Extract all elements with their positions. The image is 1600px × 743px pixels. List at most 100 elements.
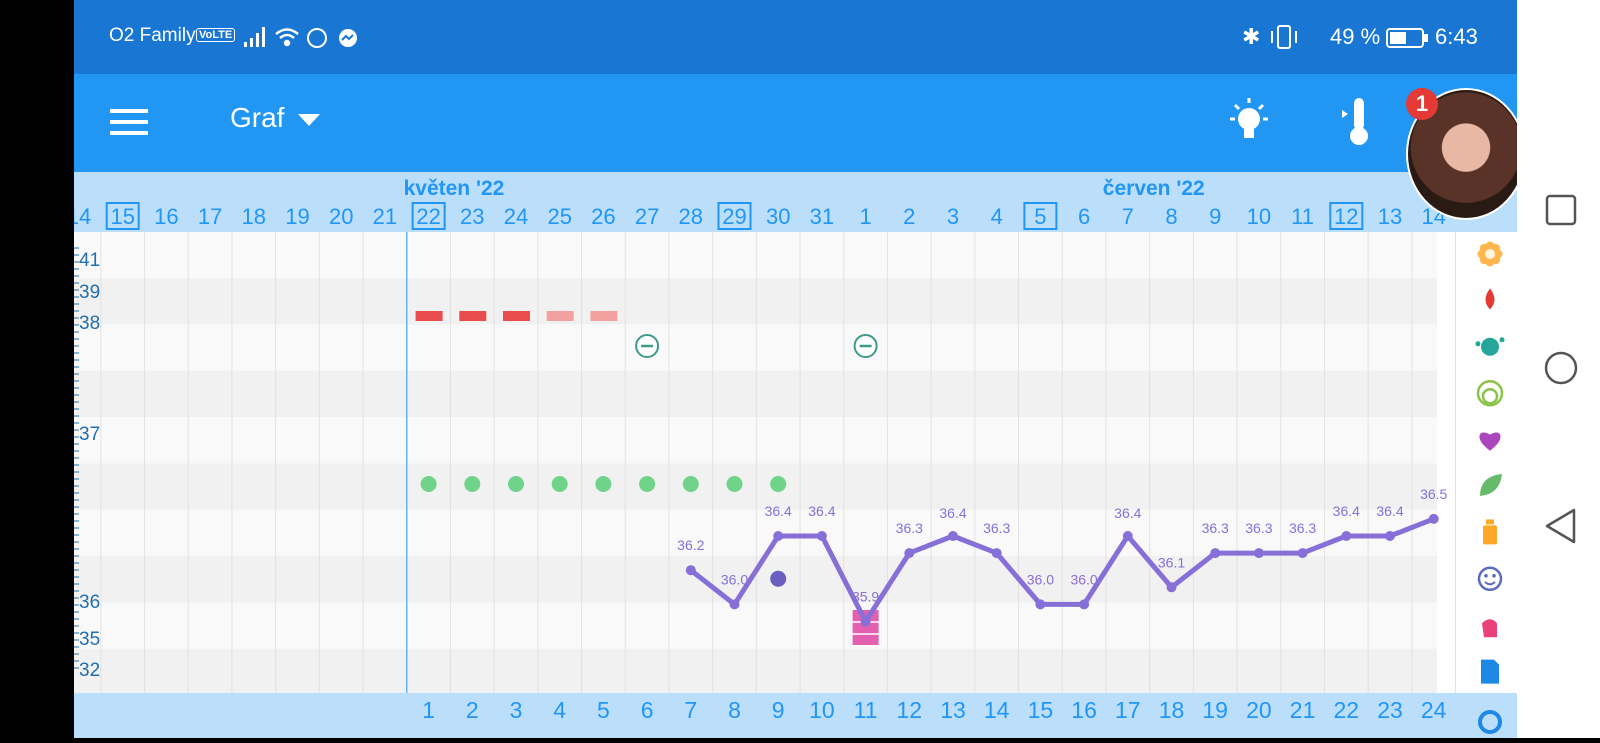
leaf-icon: [1480, 474, 1502, 496]
bluetooth-icon: ✱: [1242, 25, 1260, 50]
cycle-day-label: 21: [1290, 697, 1316, 723]
cycle-day-label: 1: [422, 697, 435, 723]
cycle-day-label: 22: [1334, 697, 1360, 723]
battery-percent: 49 %: [1330, 24, 1381, 49]
row-band: [74, 324, 1437, 371]
circle-arrows-icon: [1478, 710, 1502, 734]
recents-button[interactable]: [1545, 194, 1577, 226]
temperature-label: 36.3: [896, 520, 923, 536]
date-label: 8: [1165, 204, 1177, 229]
cycle-day-label: 20: [1246, 697, 1272, 723]
date-label: 28: [679, 204, 703, 229]
temperature-point: [1428, 513, 1439, 524]
cycle-day-label: 13: [940, 697, 966, 723]
row-band: [74, 463, 1437, 510]
cycle-day-label: 15: [1028, 697, 1054, 723]
signal-icon: [244, 27, 265, 47]
dropdown-arrow-icon[interactable]: [298, 114, 320, 128]
date-label: 29: [722, 204, 746, 229]
legend-column: [1475, 241, 1505, 734]
date-label: 14: [74, 204, 91, 229]
date-label: 20: [329, 204, 353, 229]
green-dot: [508, 476, 524, 492]
cycle-day-label: 2: [466, 697, 479, 723]
row-band: [74, 232, 1437, 279]
cycle-day-label: 18: [1159, 697, 1185, 723]
cycle-day-footer: 1 2 3 4 5 6 7 8 9 10 11 12 13 14 15 16 17 18 19 20 21 22 23 24: [422, 697, 1446, 723]
green-dot: [464, 476, 481, 492]
y-tick-label: 41: [79, 250, 100, 271]
phone-screen: O2 Family VoLTE ✱: [74, 0, 1517, 738]
date-label: 22: [416, 204, 440, 229]
row-band: [74, 602, 1437, 649]
cycle-day-label: 17: [1115, 697, 1141, 723]
android-nav-bar: [1517, 0, 1600, 738]
temperature-point: [729, 599, 740, 610]
temperature-point: [816, 531, 827, 541]
temperature-point: [1385, 531, 1395, 541]
green-dot: [595, 476, 612, 492]
date-label: 1: [859, 204, 871, 229]
period-mark: [503, 311, 530, 321]
temperature-label: 36.1: [1158, 554, 1185, 570]
temperature-label: 36.4: [765, 503, 792, 519]
date-label: 2: [903, 204, 915, 229]
date-label: 26: [591, 204, 615, 229]
temperature-label: 36.3: [1202, 520, 1229, 536]
row-band: [74, 509, 1437, 557]
heart-icon: [1479, 432, 1501, 451]
temperature-point: [773, 531, 784, 541]
y-tick-label: 35: [79, 629, 100, 650]
y-tick-label: 36: [79, 592, 100, 613]
home-button[interactable]: [1544, 351, 1578, 385]
temperature-label: 36.0: [1027, 571, 1054, 587]
cycle-day-label: 12: [897, 697, 923, 723]
temperature-point: [1035, 599, 1046, 610]
temperature-label: 36.4: [808, 503, 835, 519]
cycle-day-label: 11: [854, 697, 878, 723]
view-selector[interactable]: Graf: [230, 102, 285, 133]
cycle-day-label: 19: [1202, 697, 1228, 723]
temperature-label: 36.3: [1245, 520, 1272, 536]
wifi-icon: [275, 28, 299, 47]
y-axis: 41 39 38 37 36 35 32: [74, 247, 100, 681]
date-label: 10: [1247, 204, 1271, 229]
month-label: květen '22: [404, 177, 505, 200]
status-bar: O2 Family VoLTE ✱: [74, 0, 1517, 74]
date-label: 13: [1378, 204, 1402, 229]
thermometer-icon[interactable]: [1340, 96, 1380, 148]
cycle-day-label: 9: [772, 697, 785, 723]
volte-badge: VoLTE: [196, 28, 236, 42]
date-label: 23: [460, 204, 484, 229]
temperature-label: 35.9: [852, 589, 879, 605]
cycle-day-label: 3: [510, 697, 523, 723]
menu-icon[interactable]: [110, 107, 148, 137]
chart-marks: [415, 311, 879, 645]
grid-lines: [100, 172, 1457, 738]
row-band: [74, 417, 1437, 464]
vibrate-icon: [1271, 25, 1297, 49]
temperature-line: [689, 516, 1435, 624]
back-button[interactable]: [1545, 508, 1576, 544]
cycle-day-label: 6: [641, 697, 654, 723]
temperature-label: 36.2: [677, 537, 704, 553]
date-label: 4: [991, 204, 1003, 229]
y-tick-label: 38: [79, 313, 100, 334]
row-band: [74, 556, 1437, 603]
cycle-day-label: 10: [809, 697, 835, 723]
extra-temperature-point: [770, 570, 787, 587]
y-tick-label: 39: [79, 282, 100, 303]
date-label: 17: [198, 204, 222, 229]
hand-icon: [1482, 619, 1497, 638]
y-tick-label: 37: [79, 424, 100, 445]
notification-badge: 1: [1406, 88, 1438, 120]
messenger-icon: [307, 28, 327, 48]
cycle-day-label: 5: [597, 697, 610, 723]
temperature-label: 36.0: [721, 571, 748, 587]
lightbulb-icon[interactable]: [1224, 96, 1274, 146]
temperature-label: 36.4: [1376, 503, 1403, 519]
rings-icon: [1476, 379, 1504, 407]
date-label: 5: [1034, 204, 1046, 229]
temperature-label: 36.3: [983, 520, 1010, 536]
